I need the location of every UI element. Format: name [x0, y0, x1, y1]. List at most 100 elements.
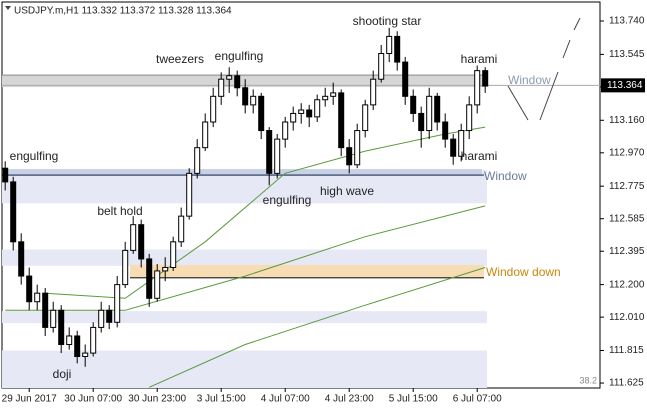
moving-average: [5, 205, 486, 311]
candle-body: [298, 109, 305, 114]
candle-body: [114, 284, 121, 323]
candle-body: [154, 270, 161, 299]
candle-body: [338, 92, 345, 149]
annotation: harami: [461, 149, 498, 163]
candle-body: [362, 104, 369, 132]
candle-body: [178, 215, 185, 243]
y-tick-label: 112.010: [609, 312, 645, 323]
x-tick-label: 5 Jul 15:00: [389, 394, 438, 405]
zone: [2, 311, 487, 324]
y-tick-label: 112.585: [609, 213, 645, 224]
annotation: tweezers: [156, 52, 204, 66]
candle-body: [482, 70, 489, 87]
candle-body: [50, 309, 57, 328]
candle-body: [90, 326, 97, 354]
candle-body: [122, 249, 129, 286]
candle-body: [346, 147, 353, 166]
annotation: Window: [484, 169, 527, 183]
candle-body: [474, 70, 481, 106]
candle-body: [458, 130, 465, 157]
candle-body: [186, 172, 193, 217]
candle-body: [2, 167, 9, 183]
candle-body: [58, 309, 65, 346]
candle-body: [354, 130, 361, 166]
x-tick-label: 4 Jul 23:00: [325, 394, 374, 405]
candle-body: [74, 335, 81, 358]
y-tick-label: 112.395: [609, 246, 645, 257]
y-tick-label: 112.200: [609, 279, 645, 290]
candle-body: [250, 95, 257, 106]
candle-body: [426, 95, 433, 132]
y-tick-label: 113.740: [609, 16, 645, 27]
candle-body: [274, 138, 281, 174]
candle-body: [138, 224, 145, 260]
x-tick-label: 4 Jul 07:00: [261, 394, 310, 405]
header: USDJPY.m,H1 113.332 113.372 113.328 113.…: [14, 6, 232, 17]
corner-text: 38.2: [579, 375, 597, 385]
candle-body: [82, 352, 89, 358]
candle-body: [282, 121, 289, 140]
annotation: high wave: [320, 184, 374, 198]
last-price-box: [601, 78, 645, 93]
x-tick-label: 30 Jun 23:00: [128, 394, 186, 405]
y-tick-label: 113.160: [609, 115, 645, 126]
candle-body: [314, 99, 321, 118]
candle-body: [98, 309, 105, 328]
candle-body: [210, 95, 217, 123]
y-tick-label: 112.775: [609, 181, 645, 192]
y-tick-label: 112.970: [609, 147, 645, 158]
candle-body: [66, 335, 73, 346]
moving-average: [148, 267, 486, 388]
candle-body: [402, 61, 409, 97]
candle-body: [146, 258, 153, 299]
plot-layer: [2, 27, 600, 388]
x-tick-label: 29 Jun 2017: [2, 394, 57, 405]
annotation: Window down: [486, 265, 561, 279]
candle-body: [242, 87, 249, 106]
candle-body: [466, 104, 473, 132]
annotation: engulfing: [10, 149, 59, 163]
candle-body: [202, 121, 209, 149]
annotation: harami: [461, 52, 498, 66]
zone: [2, 75, 484, 88]
annotation: Window: [508, 73, 551, 87]
candle-body: [34, 292, 41, 303]
candle-body: [18, 241, 25, 277]
annotation: doji: [53, 367, 72, 381]
candle-body: [394, 35, 401, 63]
header-arrow: [5, 6, 11, 10]
candle-body: [378, 53, 385, 80]
candle-body: [10, 181, 17, 243]
candle-body: [258, 95, 265, 132]
candle-body: [450, 138, 457, 157]
last-price-label: 113.364: [607, 80, 643, 91]
candle-body: [194, 147, 201, 174]
annotation: shooting star: [353, 14, 422, 28]
annotation: engulfing: [263, 193, 312, 207]
candle-body: [442, 121, 449, 140]
candle-body: [218, 78, 225, 97]
candle-body: [306, 109, 313, 118]
annotation: engulfing: [215, 49, 264, 63]
x-tick-label: 6 Jul 07:00: [453, 394, 502, 405]
x-tick-label: 30 Jun 07:00: [64, 394, 122, 405]
candle-body: [410, 95, 417, 114]
y-tick-label: 113.545: [609, 49, 645, 60]
candle-body: [162, 266, 169, 272]
forecast-lines: [507, 17, 581, 121]
candle-body: [370, 78, 377, 106]
x-tick-label: 3 Jul 15:00: [197, 394, 246, 405]
candle-body: [330, 92, 337, 97]
candle-body: [290, 112, 297, 123]
candle-body: [434, 95, 441, 123]
annotation: belt hold: [97, 204, 142, 218]
y-tick-label: 111.625: [609, 378, 644, 389]
zone: [2, 249, 487, 266]
candle-body: [26, 275, 33, 303]
candle-body: [106, 309, 113, 323]
candle-body: [226, 75, 233, 80]
zone: [2, 169, 482, 176]
candle-body: [170, 241, 177, 268]
